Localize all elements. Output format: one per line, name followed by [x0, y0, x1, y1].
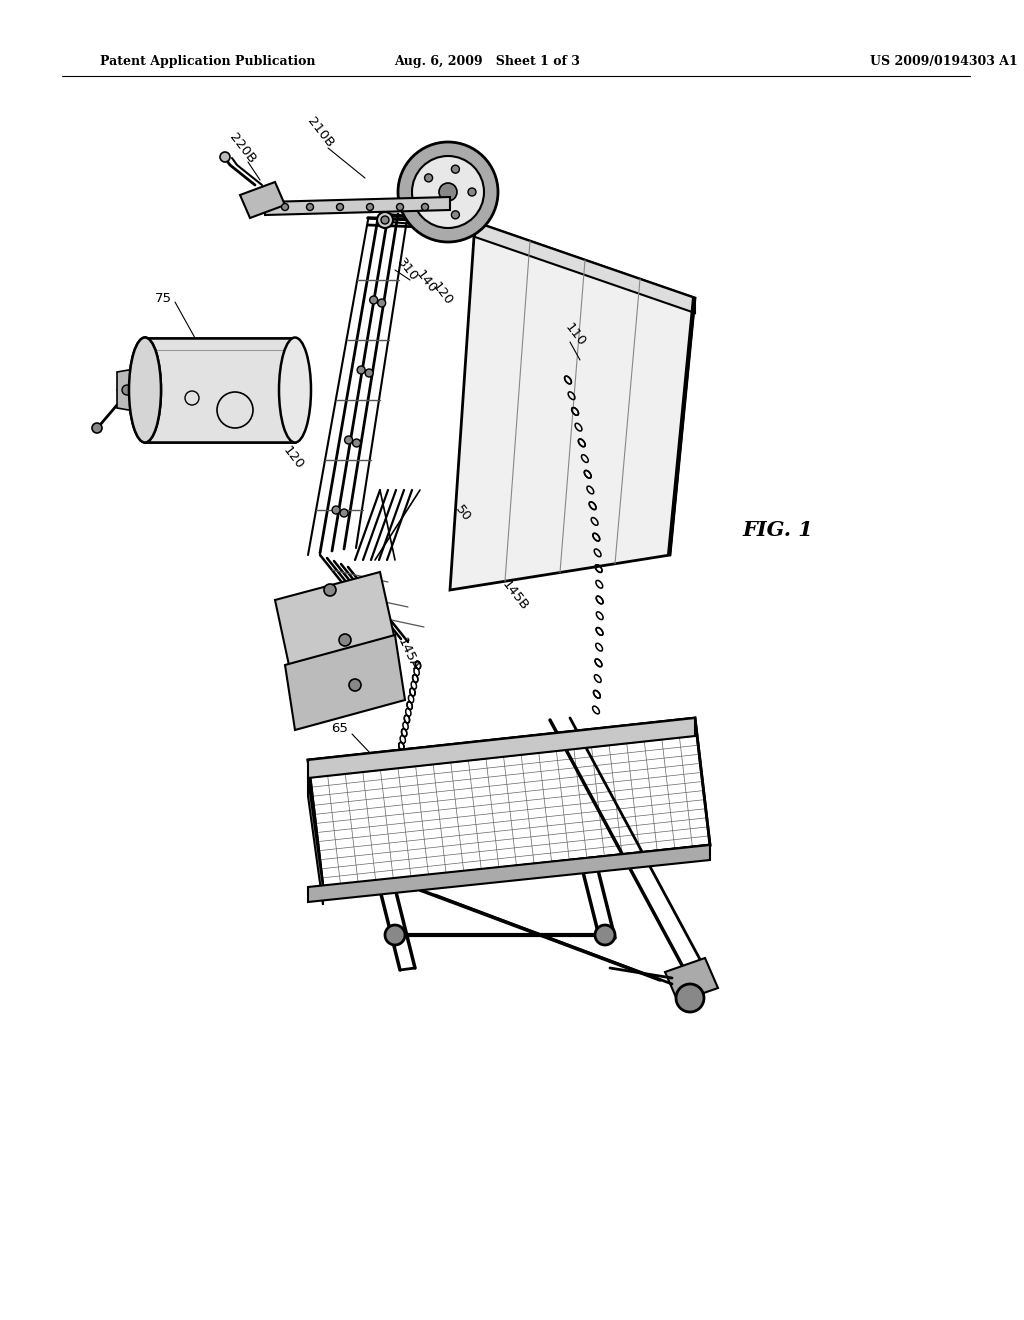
Circle shape [306, 203, 313, 210]
Circle shape [468, 187, 476, 195]
Circle shape [357, 366, 366, 374]
Text: 310: 310 [395, 256, 421, 284]
Ellipse shape [129, 338, 161, 442]
Circle shape [370, 296, 378, 304]
Text: 210B: 210B [304, 115, 336, 149]
Circle shape [439, 183, 457, 201]
Text: 75: 75 [155, 292, 171, 305]
Circle shape [349, 678, 361, 690]
Circle shape [385, 925, 406, 945]
Text: 110: 110 [562, 321, 588, 348]
Text: 220B: 220B [226, 131, 258, 165]
Circle shape [122, 385, 132, 395]
Polygon shape [240, 182, 285, 218]
Text: US 2009/0194303 A1: US 2009/0194303 A1 [870, 55, 1018, 69]
Polygon shape [308, 777, 323, 906]
Circle shape [422, 203, 428, 210]
Circle shape [398, 143, 498, 242]
Circle shape [381, 216, 389, 224]
Text: 120: 120 [281, 444, 306, 473]
Polygon shape [117, 368, 140, 412]
Text: FIG. 1: FIG. 1 [742, 520, 813, 540]
Circle shape [425, 202, 432, 210]
Circle shape [282, 203, 289, 210]
Circle shape [595, 925, 615, 945]
Circle shape [220, 152, 230, 162]
Circle shape [377, 213, 393, 228]
Circle shape [412, 156, 484, 228]
Circle shape [337, 203, 343, 210]
Text: 140: 140 [413, 268, 439, 296]
Circle shape [324, 583, 336, 597]
Text: 120: 120 [429, 280, 455, 308]
Polygon shape [265, 197, 450, 215]
Circle shape [345, 436, 352, 444]
Polygon shape [145, 338, 295, 442]
Text: Patent Application Publication: Patent Application Publication [100, 55, 315, 69]
Circle shape [452, 165, 460, 173]
Polygon shape [308, 845, 710, 902]
Circle shape [332, 506, 340, 513]
Circle shape [92, 422, 102, 433]
Polygon shape [668, 298, 695, 554]
Circle shape [352, 440, 360, 447]
Text: 65: 65 [332, 722, 348, 734]
Polygon shape [450, 222, 695, 590]
Polygon shape [475, 222, 695, 313]
Text: 50: 50 [453, 503, 473, 524]
Polygon shape [665, 958, 718, 1002]
Polygon shape [275, 572, 395, 671]
Circle shape [138, 418, 148, 428]
Ellipse shape [129, 338, 161, 442]
Polygon shape [145, 338, 295, 442]
Ellipse shape [279, 338, 311, 442]
Circle shape [676, 983, 705, 1012]
Text: 145B: 145B [500, 577, 530, 612]
Polygon shape [308, 718, 695, 777]
Circle shape [396, 203, 403, 210]
Text: 145A: 145A [395, 636, 421, 672]
Circle shape [378, 300, 386, 308]
Polygon shape [285, 635, 406, 730]
Circle shape [367, 203, 374, 210]
Circle shape [425, 174, 432, 182]
Text: Aug. 6, 2009   Sheet 1 of 3: Aug. 6, 2009 Sheet 1 of 3 [394, 55, 580, 69]
Polygon shape [308, 718, 710, 887]
Circle shape [340, 510, 348, 517]
Circle shape [339, 634, 351, 645]
Circle shape [452, 211, 460, 219]
Circle shape [366, 370, 373, 378]
